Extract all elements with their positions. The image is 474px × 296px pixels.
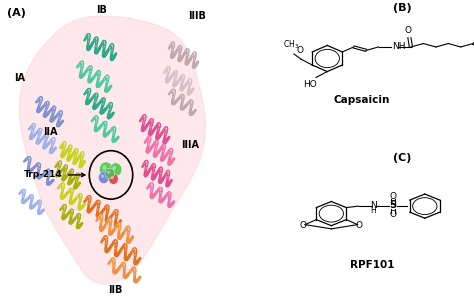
Text: NH: NH [392, 42, 405, 51]
Text: O: O [405, 26, 412, 36]
Circle shape [111, 176, 114, 179]
Circle shape [99, 172, 109, 184]
Text: Trp-214: Trp-214 [24, 170, 85, 179]
Circle shape [105, 168, 115, 179]
Circle shape [101, 174, 104, 178]
Text: IIB: IIB [109, 285, 123, 295]
Text: O: O [390, 210, 397, 219]
Text: O: O [296, 46, 303, 55]
Circle shape [100, 162, 113, 177]
Text: HO: HO [303, 80, 317, 89]
Text: IA: IA [15, 73, 26, 83]
Text: S: S [390, 200, 397, 210]
Text: Capsaicin: Capsaicin [334, 95, 390, 105]
Text: IB: IB [97, 5, 108, 15]
Text: (B): (B) [393, 3, 412, 13]
Text: IIA: IIA [44, 127, 58, 136]
Text: O: O [390, 192, 397, 201]
Circle shape [102, 165, 107, 170]
Text: IIIB: IIIB [188, 11, 206, 21]
Circle shape [109, 173, 118, 184]
Text: O: O [356, 221, 363, 230]
Text: H: H [371, 206, 376, 215]
Circle shape [107, 170, 110, 174]
Text: O: O [300, 221, 307, 230]
Text: $\rm CH_3$: $\rm CH_3$ [283, 38, 299, 51]
Circle shape [110, 163, 122, 176]
Text: RPF101: RPF101 [350, 260, 394, 270]
Text: (C): (C) [393, 153, 412, 163]
Text: N: N [370, 201, 377, 210]
Polygon shape [19, 16, 205, 284]
Text: (A): (A) [7, 8, 26, 18]
Circle shape [112, 166, 116, 170]
Text: IIIA: IIIA [181, 140, 199, 150]
